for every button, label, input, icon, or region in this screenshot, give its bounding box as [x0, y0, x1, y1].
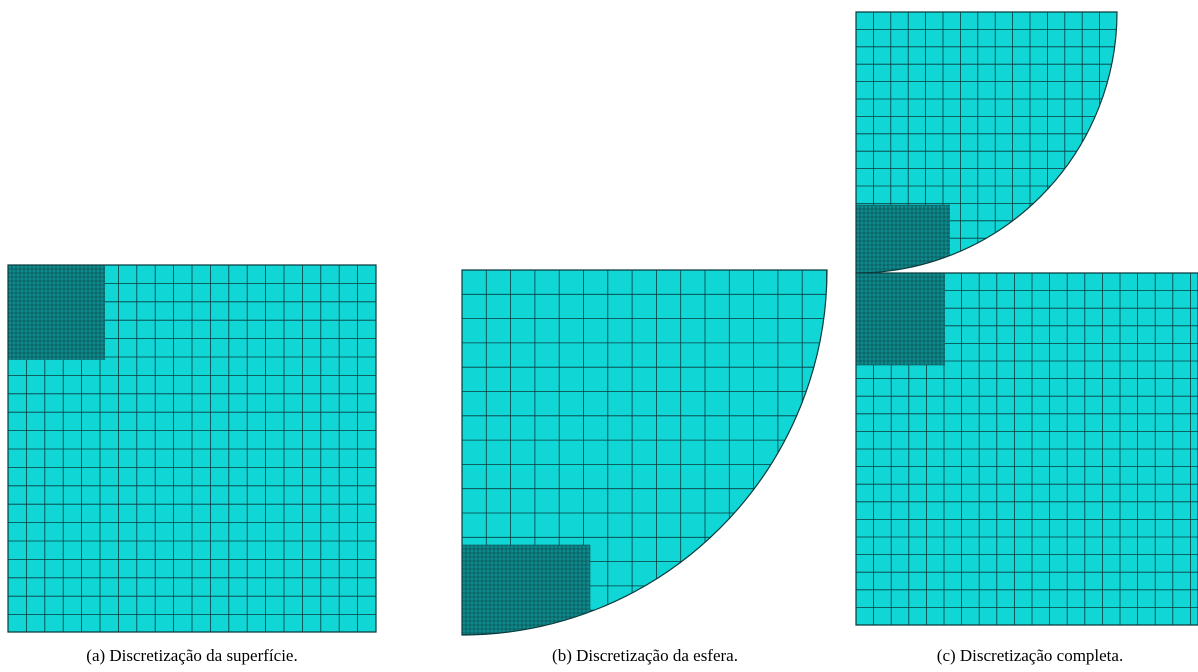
meshes — [8, 12, 1198, 635]
figure: (a) Discretização da superfície. (b) Dis… — [0, 0, 1198, 672]
dense-zone — [856, 273, 945, 365]
mesh-region — [8, 265, 376, 632]
mesh-region — [856, 12, 1117, 273]
dense-zone — [8, 265, 105, 360]
mesh-region — [462, 270, 827, 635]
page: {"figures": [ {"caption": "(a) Discretiz… — [0, 0, 1198, 672]
caption: (c) Discretização completa. — [937, 646, 1123, 665]
caption: (b) Discretização da esfera. — [552, 646, 738, 665]
mesh-region — [856, 273, 1198, 625]
caption: (a) Discretização da superfície. — [86, 646, 297, 665]
